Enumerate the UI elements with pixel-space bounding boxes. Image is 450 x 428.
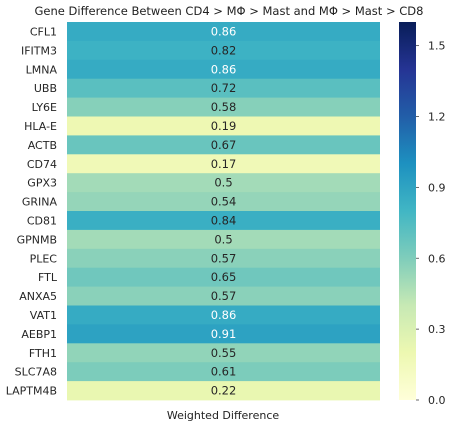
row-label: HLA-E (24, 120, 57, 133)
cell-value-label: 0.91 (211, 327, 237, 341)
heatmap-cell (67, 211, 380, 231)
row-label: GRINA (22, 196, 58, 209)
colorbar-tick-label: 1.2 (428, 111, 446, 124)
colorbar (399, 22, 416, 400)
row-label: GPX3 (27, 177, 57, 190)
colorbar-tick-label: 0.9 (428, 181, 446, 194)
cell-value-label: 0.65 (211, 270, 237, 284)
heatmap-cell (67, 59, 380, 80)
cell-value-label: 0.5 (214, 232, 232, 246)
row-label: ACTB (28, 139, 57, 152)
cell-value-label: 0.84 (211, 213, 237, 227)
colorbar-ticks: 0.0 0.3 0.6 0.9 1.2 1.5 (416, 40, 446, 407)
row-label: LY6E (32, 101, 57, 114)
heatmap-cell (67, 154, 380, 174)
row-label: PLEC (30, 252, 58, 265)
cell-value-label: 0.55 (211, 346, 237, 360)
colorbar-tick-label: 0.6 (428, 252, 446, 265)
heatmap-cell (67, 229, 380, 250)
cell-value-label: 0.5 (214, 176, 232, 190)
cell-value-label: 0.58 (211, 100, 237, 114)
row-label: CD74 (27, 158, 57, 171)
row-label: AEBP1 (21, 328, 57, 341)
heatmap-cell (67, 173, 380, 193)
heatmap-cell (67, 381, 380, 401)
heatmap-cell (67, 116, 380, 136)
cell-value-label: 0.86 (211, 24, 237, 38)
colorbar-tick-label: 1.5 (428, 40, 446, 53)
row-label: CD81 (27, 214, 57, 227)
row-label: SLC7A8 (15, 366, 57, 379)
row-label: LMNA (26, 63, 58, 76)
cell-value-label: 0.82 (211, 43, 237, 57)
row-label: VAT1 (30, 309, 57, 322)
heatmap-cell (67, 135, 380, 155)
cell-value-label: 0.86 (211, 62, 237, 76)
heatmap-cell (67, 286, 380, 306)
row-label: IFITM3 (21, 44, 57, 57)
chart-title: Gene Difference Between CD4 > MΦ > Mast … (35, 4, 424, 18)
heatmap-cell (67, 362, 380, 382)
heatmap-cell (67, 78, 380, 98)
colorbar-tick-label: 0.3 (428, 323, 446, 336)
heatmap-cell (67, 22, 380, 42)
colorbar-tick-label: 0.0 (428, 394, 446, 407)
heatmap-cell (67, 40, 380, 61)
cell-value-label: 0.72 (211, 81, 237, 95)
cell-value-label: 0.17 (211, 157, 237, 171)
row-label: FTH1 (29, 347, 57, 360)
cell-value-label: 0.57 (211, 289, 237, 303)
row-label: GPNMB (17, 233, 57, 246)
cell-value-label: 0.86 (211, 308, 237, 322)
cell-value-label: 0.57 (211, 251, 237, 265)
row-label: LAPTM4B (6, 385, 57, 398)
heatmap-cells: 0.86 0.82 0.86 0.72 0.58 0.19 0.67 0.17 0.5 0.54 0… (67, 22, 380, 401)
row-label: ANXA5 (19, 290, 57, 303)
row-label: UBB (34, 82, 57, 95)
x-axis-label: Weighted Difference (167, 409, 280, 422)
row-label: FTL (38, 271, 58, 284)
heatmap-cell (67, 192, 380, 212)
heatmap-cell (67, 97, 380, 117)
row-labels: CFL1 IFITM3 LMNA UBB LY6E HLA-E ACTB CD74 GPX3 GR… (6, 25, 58, 397)
cell-value-label: 0.67 (211, 138, 237, 152)
heatmap-cell (67, 248, 380, 269)
cell-value-label: 0.61 (211, 365, 237, 379)
cell-value-label: 0.19 (211, 119, 237, 133)
heatmap-cell (67, 324, 380, 344)
heatmap-cell (67, 343, 380, 363)
heatmap-cell (67, 305, 380, 325)
row-label: CFL1 (30, 25, 57, 38)
cell-value-label: 0.22 (211, 384, 237, 398)
cell-value-label: 0.54 (211, 195, 237, 209)
heatmap-cell (67, 267, 380, 287)
